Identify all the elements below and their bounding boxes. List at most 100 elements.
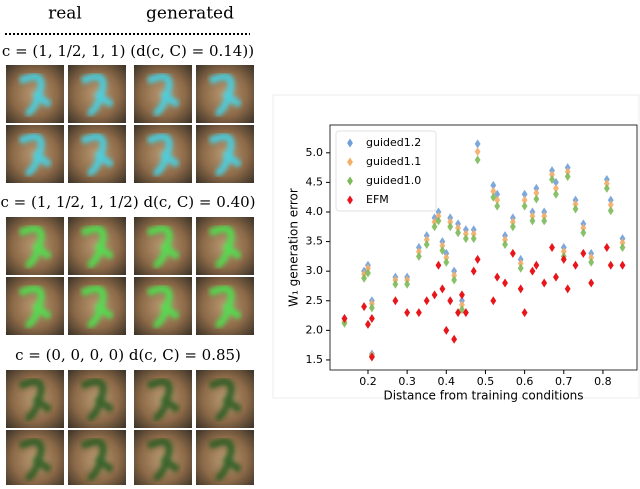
- point: [572, 204, 579, 214]
- x-tick-label: 0.4: [438, 375, 456, 388]
- point: [368, 303, 375, 313]
- point: [490, 296, 497, 306]
- point: [451, 275, 458, 285]
- point: [502, 235, 508, 245]
- point: [470, 229, 477, 239]
- y-axis-label: W₁ generation error: [287, 188, 301, 307]
- y-tick-label: 1.5: [306, 353, 324, 366]
- digit-stroke: [18, 285, 53, 329]
- point: [533, 188, 540, 198]
- point: [588, 257, 595, 267]
- point: [607, 200, 614, 210]
- point: [564, 284, 571, 294]
- digit-stroke: [80, 438, 115, 482]
- point: [572, 260, 579, 270]
- point: [462, 234, 469, 244]
- point: [455, 223, 461, 233]
- point: [549, 170, 555, 180]
- point: [365, 263, 371, 273]
- point: [572, 199, 579, 209]
- point: [404, 308, 411, 318]
- x-tick-label: 0.5: [477, 375, 495, 388]
- chart: 0.2 0.3 0.4 0.5 0.6 0.7 0.8 1.5 2.0 2.5 3.0 3.5 4.0 4…: [287, 124, 638, 403]
- digit-stroke: [208, 133, 243, 177]
- digit-stroke: [146, 225, 181, 269]
- digit-stroke: [18, 73, 53, 117]
- point: [462, 308, 469, 318]
- chart-frame: [272, 94, 640, 399]
- point: [517, 284, 524, 294]
- point: [607, 195, 614, 205]
- point: [521, 189, 528, 199]
- point: [447, 222, 454, 232]
- point: [494, 272, 501, 282]
- point: [607, 206, 614, 216]
- point: [502, 278, 508, 288]
- point: [459, 290, 465, 300]
- x-tick-label: 0.8: [594, 375, 612, 388]
- point: [455, 228, 461, 238]
- point: [404, 279, 411, 289]
- digit-stroke: [80, 73, 115, 117]
- point: [588, 253, 595, 263]
- digit-stroke: [146, 133, 181, 177]
- digit-stroke: [146, 285, 181, 329]
- digit-stroke: [208, 285, 243, 329]
- digit-stroke: [146, 73, 181, 117]
- y-tick-label: 2.5: [306, 294, 324, 307]
- digit-stroke: [146, 438, 181, 482]
- point: [435, 260, 442, 270]
- point: [415, 247, 422, 257]
- point: [341, 314, 348, 324]
- point: [443, 325, 450, 335]
- legend-marker: [347, 195, 353, 205]
- point: [423, 296, 430, 306]
- point: [439, 245, 446, 255]
- point: [431, 222, 438, 232]
- point: [361, 302, 367, 312]
- point: [443, 257, 450, 267]
- point: [509, 217, 516, 227]
- digit-stroke: [208, 73, 243, 117]
- point: [553, 183, 559, 193]
- point: [431, 217, 438, 227]
- point: [564, 171, 571, 181]
- legend-label: guided1.1: [366, 155, 421, 168]
- point: [533, 260, 540, 270]
- legend-box: [335, 130, 437, 212]
- point: [435, 211, 442, 221]
- condition-label: c = (0, 0, 0, 0) d(c, C) = 0.85): [15, 346, 241, 364]
- point: [415, 308, 422, 318]
- point: [490, 186, 497, 196]
- digit-stroke: [208, 225, 243, 269]
- digit-stroke: [80, 378, 115, 422]
- point: [619, 243, 626, 252]
- digit-stroke: [208, 438, 243, 482]
- point: [529, 216, 536, 226]
- point: [361, 273, 367, 283]
- point: [553, 189, 559, 199]
- plot-area: [329, 124, 638, 371]
- point: [619, 238, 626, 248]
- x-tick-label: 0.3: [398, 375, 416, 388]
- point: [455, 308, 461, 318]
- point: [521, 308, 528, 318]
- header-generated: generated: [146, 4, 234, 24]
- point: [529, 266, 536, 276]
- point: [451, 334, 458, 344]
- point: [431, 290, 438, 300]
- point: [533, 183, 540, 193]
- point: [365, 268, 371, 278]
- y-tick-label: 3.0: [306, 264, 324, 277]
- point: [560, 254, 567, 264]
- x-tick-label: 0.2: [359, 375, 377, 388]
- point: [368, 314, 375, 324]
- point: [368, 352, 375, 362]
- x-axis-label: Distance from training conditions: [383, 389, 583, 403]
- point: [490, 192, 497, 202]
- digit-stroke: [18, 225, 53, 269]
- y-tick-label: 2.0: [306, 323, 324, 336]
- point: [553, 272, 559, 282]
- digit-stroke: [146, 378, 181, 422]
- point: [564, 167, 571, 177]
